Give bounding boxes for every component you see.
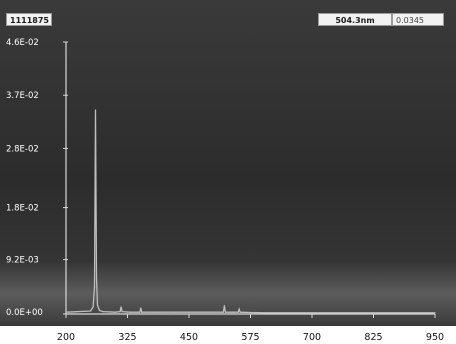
spectrum-point <box>224 311 227 313</box>
spectrum-point <box>129 311 131 313</box>
spectrum-point <box>65 311 67 313</box>
spectrum-point <box>90 310 92 312</box>
y-tick-label: 3.7E-02 <box>6 91 39 101</box>
spectrum-point <box>223 305 226 307</box>
spectrum-point <box>119 311 121 313</box>
y-tick-label: 4.6E-02 <box>6 38 39 48</box>
spectrum-point <box>140 307 142 309</box>
spectrum-point <box>92 306 94 308</box>
spectrum-point <box>173 311 175 313</box>
x-tick-label: 950 <box>426 332 444 343</box>
spectrum-point <box>239 311 241 313</box>
spectrum-point <box>238 308 240 310</box>
spectrum-point <box>139 311 141 313</box>
cursor-wavelength-readout: 504.3nm <box>318 13 392 26</box>
spectrum-point <box>120 306 122 308</box>
spectrum-point <box>360 312 362 314</box>
spectrum-point <box>237 311 239 313</box>
x-tick-label: 200 <box>57 332 75 343</box>
x-tick-label: 450 <box>180 332 198 343</box>
y-tick-label: 1.8E-02 <box>6 204 39 214</box>
sample-id-readout: 1111875 <box>6 13 52 26</box>
y-tick-label: 2.8E-02 <box>6 144 39 154</box>
x-tick-label: 325 <box>118 332 136 343</box>
spectrum-point <box>232 311 234 313</box>
x-tick-label: 575 <box>241 332 259 343</box>
spectrum-point <box>141 311 143 313</box>
x-axis-band <box>0 326 456 344</box>
plot-background <box>0 0 456 326</box>
spectrum-point <box>121 311 123 313</box>
x-tick-label: 825 <box>364 332 382 343</box>
spectrum-point <box>311 312 313 314</box>
spectrum-point <box>98 309 101 312</box>
x-tick-label: 700 <box>303 332 321 343</box>
y-tick-label: 0.0E+00 <box>6 308 43 318</box>
spectrum-point <box>95 277 98 280</box>
cursor-value-readout: 0.0345 <box>392 13 444 26</box>
spectrum-point <box>93 286 96 288</box>
spectrum-point <box>94 109 97 111</box>
spectrum-point <box>222 311 225 313</box>
spectrum-point <box>153 311 156 313</box>
spectrum-point <box>96 304 99 306</box>
spectrum-point <box>434 312 436 314</box>
y-tick-label: 9.2E-03 <box>6 256 39 266</box>
spectrum-point <box>262 312 264 314</box>
spectrum-point <box>114 311 116 313</box>
spectrum-point <box>102 311 104 313</box>
